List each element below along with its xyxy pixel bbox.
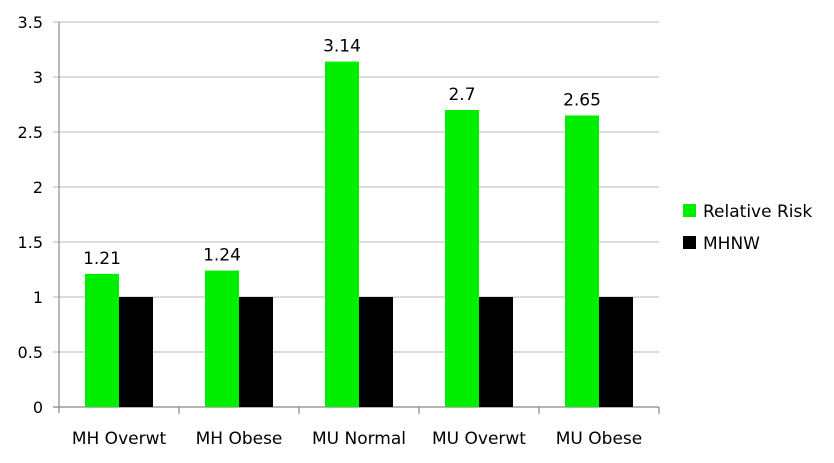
x-tick-label: MU Normal — [312, 429, 406, 449]
x-tick-label: MU Obese — [556, 429, 642, 449]
x-tick-label: MH Obese — [196, 429, 283, 449]
y-tick-label: 1.5 — [18, 233, 43, 252]
bar-mhnw — [359, 297, 393, 407]
bar-relative-risk — [565, 115, 599, 407]
bar-relative-risk — [85, 273, 119, 407]
x-axis: MH Overwt MH Obese MU Normal MU Overwt MU Ob… — [72, 407, 660, 449]
y-tick-label: 0.5 — [18, 343, 43, 362]
bar-relative-risk — [325, 61, 359, 407]
y-tick-label: 3 — [33, 68, 43, 87]
y-tick-label: 1 — [33, 288, 43, 307]
bars — [85, 61, 633, 407]
x-tick-label: MH Overwt — [72, 429, 167, 449]
bar-mhnw — [119, 297, 153, 407]
data-label: 2.65 — [563, 91, 601, 111]
y-tick-label: 2.5 — [18, 123, 43, 142]
y-tick-label: 0 — [33, 398, 43, 417]
legend-label: MHNW — [703, 234, 760, 254]
x-tick-label: MU Overwt — [432, 429, 526, 449]
bar-relative-risk — [445, 110, 479, 407]
bar-relative-risk — [205, 270, 239, 407]
legend-swatch — [683, 204, 696, 217]
data-label: 2.7 — [448, 85, 475, 105]
y-tick-label: 2 — [33, 178, 43, 197]
legend-label: Relative Risk — [703, 202, 812, 222]
data-label: 3.14 — [323, 37, 361, 57]
data-label: 1.21 — [83, 249, 121, 269]
bar-mhnw — [599, 297, 633, 407]
y-axis-ticks: 0 0.5 1 1.5 2 2.5 3 3.5 — [18, 13, 43, 417]
data-labels: 1.21 1.24 3.14 2.7 2.65 — [83, 37, 601, 269]
legend: Relative Risk MHNW — [683, 202, 812, 254]
bar-mhnw — [479, 297, 513, 407]
data-label: 1.24 — [203, 246, 241, 266]
bar-mhnw — [239, 297, 273, 407]
y-tick-label: 3.5 — [18, 13, 43, 32]
legend-swatch — [683, 236, 696, 249]
